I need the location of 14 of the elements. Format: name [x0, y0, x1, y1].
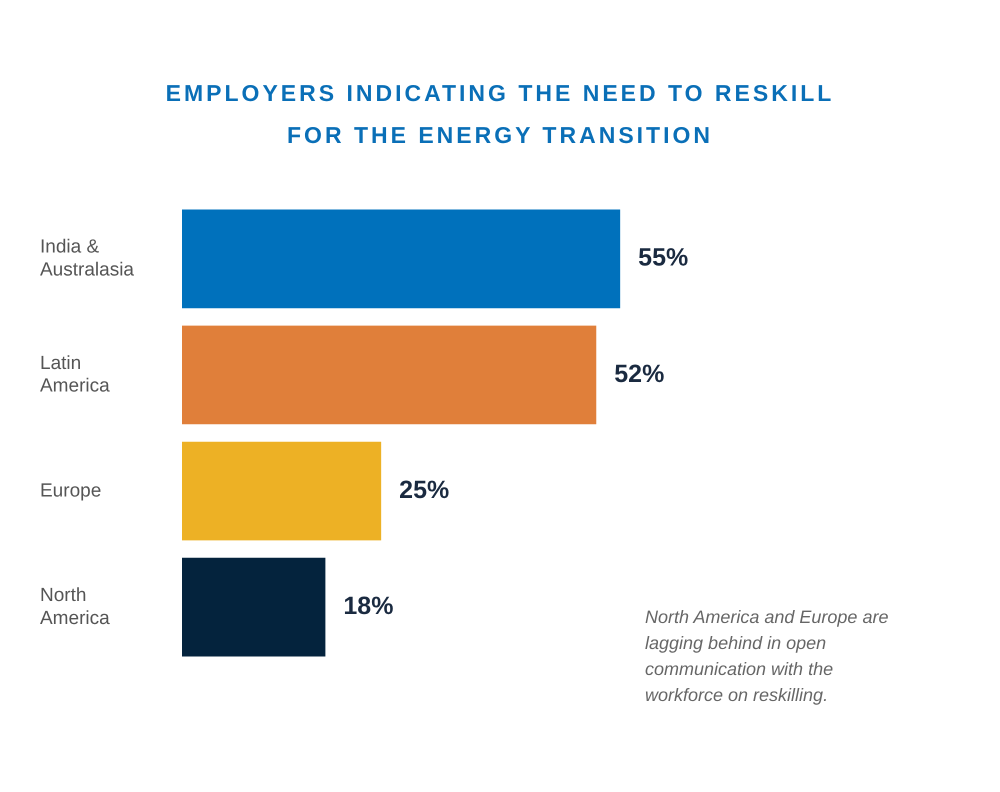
y-tick-label: Europe	[40, 480, 102, 502]
data-label: 25%	[399, 476, 450, 504]
y-tick-label: Latin America	[40, 352, 110, 397]
bar	[182, 210, 620, 308]
y-tick-label: India & Australasia	[40, 236, 134, 280]
data-label: 52%	[614, 360, 664, 388]
data-label: 55%	[638, 244, 688, 272]
chart-title: EMPLOYERS INDICATING THE NEED TO RESKILL FOR THE ENERGY TRANSITION	[164, 79, 836, 150]
bar	[182, 558, 326, 656]
data-label: 18%	[343, 592, 394, 620]
y-tick-label: North America	[40, 584, 110, 629]
bar	[182, 326, 596, 424]
bar	[182, 442, 382, 540]
text: North America and Europe are lagging behind in open communication with the workforce on reskilling.	[645, 606, 890, 707]
